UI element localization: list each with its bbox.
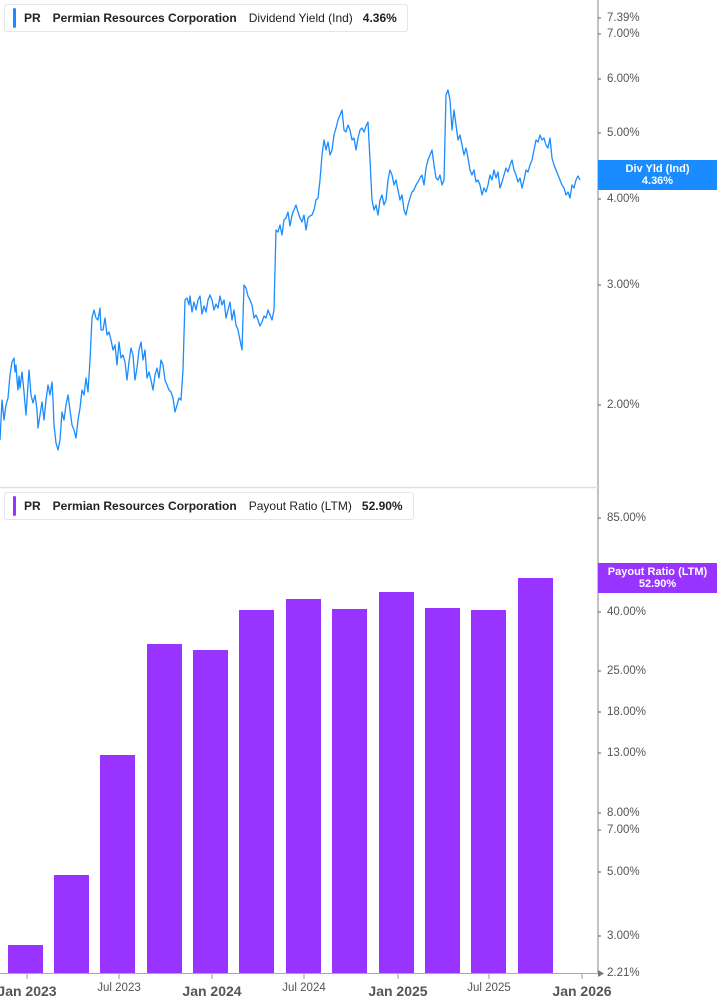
y-axis-label: 6.00% xyxy=(607,73,640,85)
y-axis-label: 3.00% xyxy=(607,279,640,291)
bar-q2-2025[interactable] xyxy=(471,610,506,973)
bar-q3-2023[interactable] xyxy=(147,644,182,973)
x-axis-label: Jan 2025 xyxy=(368,983,428,999)
marker-value: 4.36% xyxy=(641,175,674,187)
y-axis-label: 18.00% xyxy=(607,706,647,718)
bar-q4-2024[interactable] xyxy=(379,592,414,973)
bar-q4-2022[interactable] xyxy=(8,945,43,973)
bar-q2-2023[interactable] xyxy=(100,755,135,973)
bar-q3-2024[interactable] xyxy=(332,609,367,973)
y-axis-label: 2.21% xyxy=(607,967,640,979)
y-axis-ticks-top xyxy=(598,17,601,406)
legend-ticker: PR xyxy=(24,499,41,513)
bottom-legend[interactable]: PR Permian Resources Corporation Payout … xyxy=(4,492,414,520)
bar-q2-2024[interactable] xyxy=(286,599,321,973)
marker-label: Div Yld (Ind) xyxy=(625,163,690,175)
current-value-marker-dividend-yield: Div Yld (Ind) 4.36% xyxy=(598,160,717,190)
y-axis-label: 7.00% xyxy=(607,824,640,836)
legend-ticker: PR xyxy=(24,11,41,25)
x-axis-arrow-icon xyxy=(598,970,604,977)
y-axis-label: 4.00% xyxy=(607,193,640,205)
marker-value: 52.90% xyxy=(638,578,677,590)
y-axis-label: 85.00% xyxy=(607,512,647,524)
y-axis-label: 8.00% xyxy=(607,807,640,819)
x-axis-label: Jan 2026 xyxy=(552,983,612,999)
legend-metric: Dividend Yield (Ind) xyxy=(248,11,353,25)
marker-label: Payout Ratio (LTM) xyxy=(607,566,708,578)
bar-q1-2025[interactable] xyxy=(425,608,460,973)
bar-q1-2024[interactable] xyxy=(239,610,274,973)
top-legend[interactable]: PR Permian Resources Corporation Dividen… xyxy=(4,4,408,32)
y-axis-label: 3.00% xyxy=(607,930,640,942)
series-color-swatch xyxy=(13,8,16,28)
bar-q4-2023[interactable] xyxy=(193,650,228,973)
x-axis-label: Jan 2023 xyxy=(0,983,57,999)
series-color-swatch xyxy=(13,496,16,516)
dividend-yield-line[interactable] xyxy=(0,89,581,451)
y-axis-label: 5.00% xyxy=(607,127,640,139)
current-value-marker-payout-ratio: Payout Ratio (LTM) 52.90% xyxy=(598,563,717,593)
x-axis-label: Jul 2023 xyxy=(97,982,141,994)
y-axis-label: 40.00% xyxy=(607,606,647,618)
legend-metric: Payout Ratio (LTM) xyxy=(248,499,352,513)
x-axis-label: Jul 2024 xyxy=(282,982,326,994)
x-axis-ticks xyxy=(26,974,583,979)
legend-company: Permian Resources Corporation xyxy=(52,11,237,25)
y-axis-ticks-bottom xyxy=(598,517,601,937)
x-axis-label: Jan 2024 xyxy=(182,983,242,999)
legend-company: Permian Resources Corporation xyxy=(52,499,237,513)
payout-ratio-bars xyxy=(8,578,553,973)
y-axis-label: 7.00% xyxy=(607,28,640,40)
y-axis-label: 5.00% xyxy=(607,866,640,878)
legend-value: 52.90% xyxy=(361,499,403,513)
legend-value: 4.36% xyxy=(362,11,397,25)
y-axis-label: 2.00% xyxy=(607,399,640,411)
bar-q3-2025[interactable] xyxy=(518,578,553,973)
x-axis-label: Jul 2025 xyxy=(467,982,511,994)
y-axis-label: 7.39% xyxy=(607,12,640,24)
bar-q1-2023[interactable] xyxy=(54,875,89,973)
y-axis-label: 25.00% xyxy=(607,665,647,677)
y-axis-label: 13.00% xyxy=(607,747,647,759)
